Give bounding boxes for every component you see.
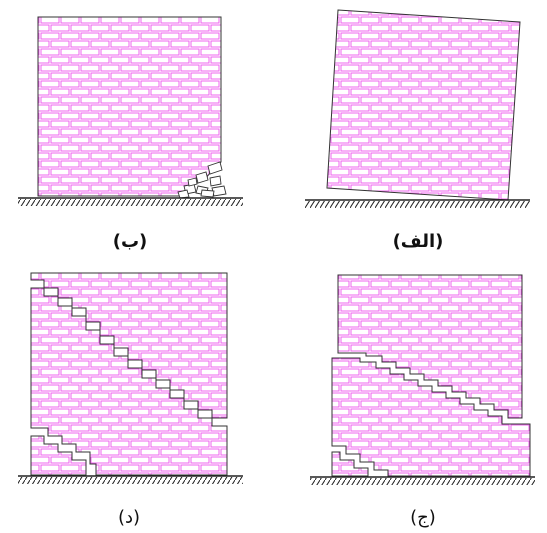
panel-jim: (ج) xyxy=(310,274,535,528)
panel-label-alef: (الف) xyxy=(393,231,444,252)
ground-hatch-jim xyxy=(310,478,535,485)
wall-be xyxy=(37,16,222,197)
wall-dal-lower xyxy=(30,435,87,476)
wall-jim-corner xyxy=(331,451,369,477)
wall-alef xyxy=(326,9,521,201)
wall-dal-middle xyxy=(30,287,228,476)
panel-label-be: (ب) xyxy=(113,231,148,252)
ground-hatch-alef xyxy=(305,201,530,208)
panel-dal: (د) xyxy=(18,272,243,528)
panel-be: (ب) xyxy=(18,16,243,252)
crushed-bricks xyxy=(177,161,227,199)
wall-jim-lower xyxy=(331,357,531,477)
ground-hatch-dal xyxy=(18,477,243,484)
panel-label-jim: (ج) xyxy=(410,507,436,528)
wall-jim-upper xyxy=(337,274,523,419)
panel-label-dal: (د) xyxy=(118,507,140,528)
panel-alef: (الف) xyxy=(305,9,530,252)
ground-hatch-be xyxy=(18,199,243,206)
